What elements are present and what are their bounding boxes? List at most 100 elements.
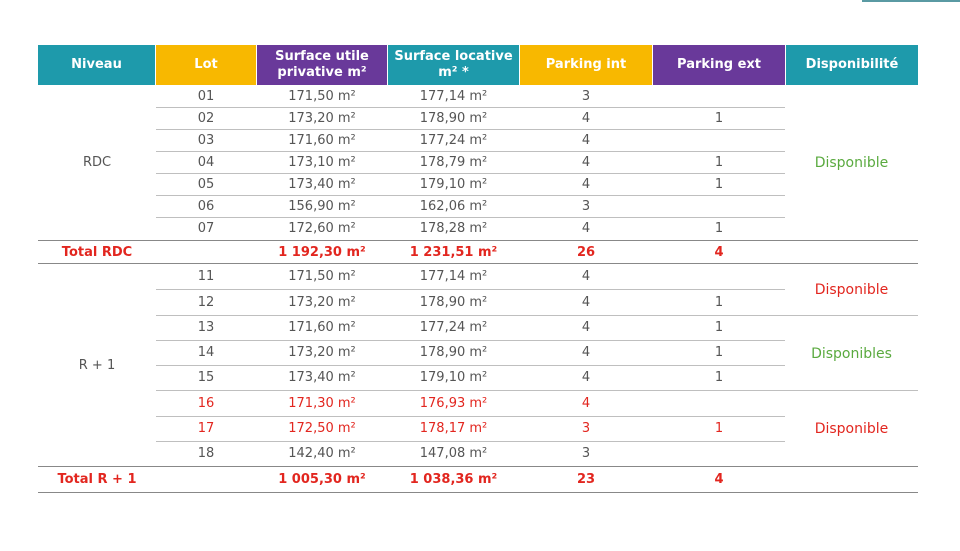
parking-int-cell: 4 <box>581 396 591 411</box>
niveau-rdc: RDC <box>82 155 112 170</box>
header-niveau: Niveau <box>38 45 155 85</box>
section-divider <box>38 240 918 241</box>
parking-ext-cell: 1 <box>714 345 724 360</box>
parking-int-cell: 4 <box>581 370 591 385</box>
parking-int-cell: 4 <box>581 154 591 170</box>
parking-int-cell: 4 <box>581 132 591 148</box>
parking-int-cell: 4 <box>581 345 591 360</box>
lot-cell: 05 <box>197 176 215 192</box>
privative-cell: 173,20 m² <box>288 295 356 310</box>
locative-cell: 179,10 m² <box>419 370 488 385</box>
parking-ext-cell: 1 <box>714 176 724 192</box>
niveau-r1: R + 1 <box>78 357 116 373</box>
lot-cell: 02 <box>197 110 215 126</box>
parking-ext-cell: 1 <box>714 370 724 385</box>
parking-ext-cell <box>653 264 785 289</box>
locative-cell: 178,28 m² <box>419 220 488 236</box>
parking-ext-cell <box>653 129 785 151</box>
total-label: Total RDC <box>61 244 133 260</box>
privative-cell: 173,20 m² <box>288 110 356 126</box>
locative-cell: 178,90 m² <box>419 345 488 360</box>
parking-ext-cell: 1 <box>714 110 724 126</box>
row-divider <box>156 365 785 366</box>
locative-cell: 178,79 m² <box>419 154 488 170</box>
row-divider <box>156 340 785 341</box>
privative-cell: 173,40 m² <box>288 176 356 192</box>
row-divider <box>156 315 918 316</box>
privative-cell: 171,60 m² <box>288 320 356 335</box>
row-divider <box>156 416 785 417</box>
total-parking-ext: 4 <box>714 471 724 487</box>
parking-int-cell: 3 <box>581 446 591 461</box>
parking-ext-cell: 1 <box>714 154 724 170</box>
header-surface-locative: Surface locative m² * <box>388 45 519 85</box>
parking-ext-cell <box>653 391 785 416</box>
locative-cell: 178,90 m² <box>419 110 488 126</box>
parking-int-cell: 4 <box>581 295 591 310</box>
row-divider <box>156 195 785 196</box>
lot-cell: 11 <box>197 269 215 284</box>
row-divider <box>156 390 918 391</box>
lot-cell: 17 <box>197 421 215 436</box>
parking-ext-cell <box>653 85 785 107</box>
dispo-r1-group-1: Disponible <box>814 281 889 298</box>
row-divider <box>156 289 785 290</box>
parking-ext-cell: 1 <box>714 320 724 335</box>
lot-cell: 16 <box>197 396 215 411</box>
parking-int-cell: 3 <box>581 198 591 214</box>
dispo-rdc: Disponible <box>814 154 889 171</box>
privative-cell: 171,60 m² <box>288 132 356 148</box>
privative-cell: 171,50 m² <box>288 269 356 284</box>
privative-cell: 173,10 m² <box>288 154 356 170</box>
row-divider <box>156 129 785 130</box>
lot-cell: 04 <box>197 154 215 170</box>
parking-ext-cell <box>653 441 785 466</box>
locative-cell: 179,10 m² <box>419 176 488 192</box>
section-divider <box>38 492 918 493</box>
privative-cell: 142,40 m² <box>288 446 356 461</box>
lot-cell: 03 <box>197 132 215 148</box>
header-surface-privative: Surface utile privative m² <box>257 45 387 85</box>
total-parking-ext: 4 <box>714 244 724 260</box>
locative-cell: 177,24 m² <box>419 320 488 335</box>
row-divider <box>156 173 785 174</box>
dispo-r1-group-2: Disponibles <box>811 345 892 362</box>
row-divider <box>156 217 785 218</box>
privative-cell: 171,50 m² <box>288 88 356 104</box>
total-label: Total R + 1 <box>57 471 137 487</box>
privative-cell: 172,60 m² <box>288 220 356 236</box>
lot-cell: 14 <box>197 345 215 360</box>
parking-ext-cell: 1 <box>714 220 724 236</box>
locative-cell: 178,17 m² <box>419 421 488 436</box>
parking-int-cell: 4 <box>581 110 591 126</box>
privative-cell: 173,40 m² <box>288 370 356 385</box>
privative-cell: 172,50 m² <box>288 421 356 436</box>
lot-cell: 18 <box>197 446 215 461</box>
locative-cell: 176,93 m² <box>419 396 488 411</box>
row-divider <box>156 107 785 108</box>
section-divider <box>38 263 918 264</box>
locative-cell: 177,14 m² <box>419 88 488 104</box>
header-disponibilite: Disponibilité <box>786 45 918 85</box>
dispo-r1-group-3: Disponible <box>814 420 889 437</box>
total-locative: 1 231,51 m² <box>409 244 498 260</box>
total-parking-int: 23 <box>576 471 596 487</box>
parking-int-cell: 4 <box>581 220 591 236</box>
row-divider <box>156 441 785 442</box>
locative-cell: 177,14 m² <box>419 269 488 284</box>
header-parking-ext: Parking ext <box>653 45 785 85</box>
privative-cell: 171,30 m² <box>288 396 356 411</box>
parking-int-cell: 3 <box>581 88 591 104</box>
parking-int-cell: 3 <box>581 421 591 436</box>
total-privative: 1 192,30 m² <box>278 244 366 260</box>
parking-int-cell: 4 <box>581 269 591 284</box>
lot-cell: 13 <box>197 320 215 335</box>
parking-ext-cell <box>653 195 785 217</box>
lot-cell: 06 <box>197 198 215 214</box>
row-divider <box>156 151 785 152</box>
lot-cell: 15 <box>197 370 215 385</box>
header-parking-int: Parking int <box>520 45 652 85</box>
total-parking-int: 26 <box>576 244 596 260</box>
parking-int-cell: 4 <box>581 176 591 192</box>
locative-cell: 177,24 m² <box>419 132 488 148</box>
